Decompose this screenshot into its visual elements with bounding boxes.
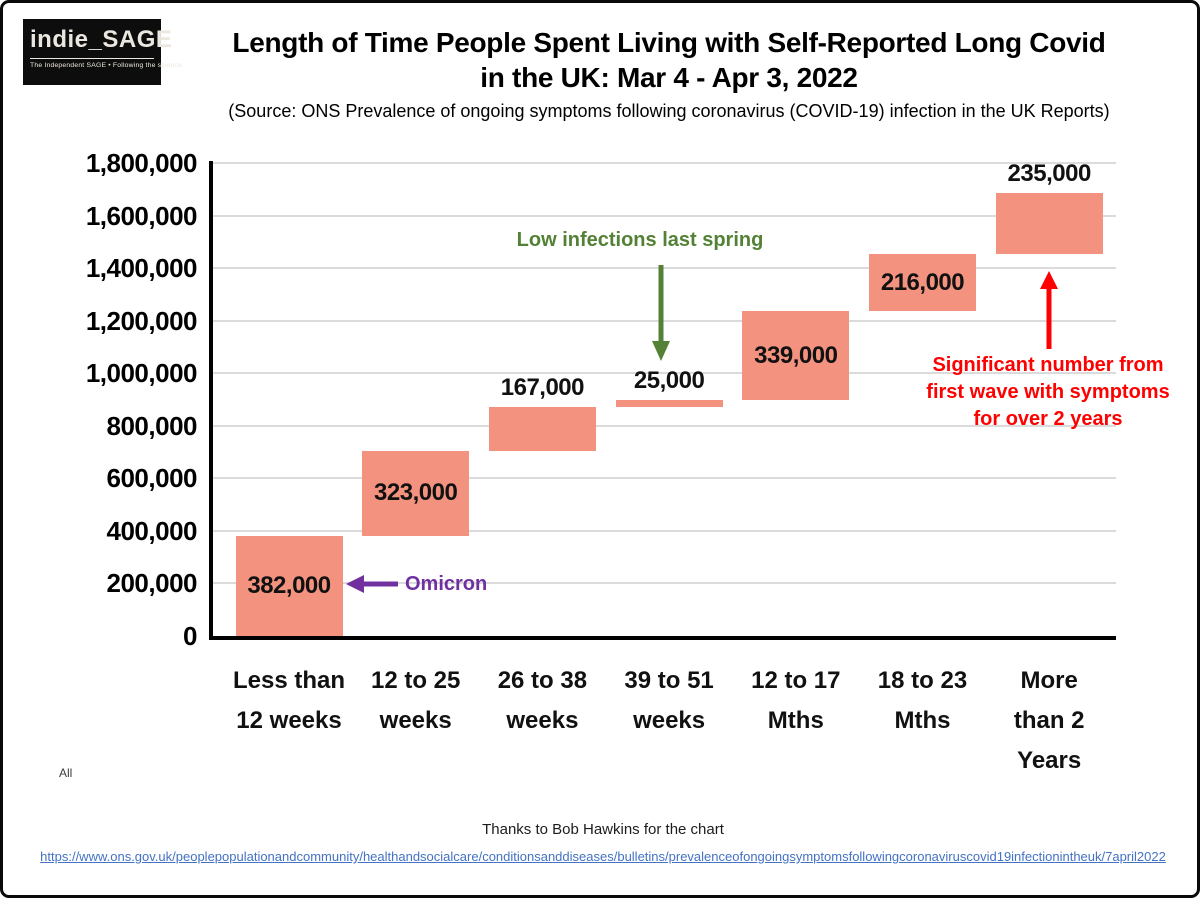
y-axis-tick-label: 1,800,000	[85, 148, 198, 178]
y-axis-tick-label: 1,400,000	[85, 253, 198, 284]
credit-text: Thanks to Bob Hawkins for the chart	[482, 821, 724, 838]
waterfall-bar	[995, 192, 1103, 255]
logo-tagline: The Independent SAGE • Following the sci…	[30, 58, 182, 69]
source-link[interactable]: https://www.ons.gov.uk/peoplepopulationa…	[40, 849, 1166, 864]
gridline	[213, 582, 1116, 585]
y-axis-tick-label: 400,000	[106, 515, 198, 546]
header: Length of Time People Spent Living with …	[153, 25, 1185, 123]
gridline	[213, 319, 1116, 322]
gridline	[213, 477, 1116, 480]
left-arrow-icon	[346, 575, 398, 593]
source-note: (Source: ONS Prevalence of ongoing sympt…	[228, 101, 1110, 121]
gridline	[213, 424, 1116, 427]
x-axis-category-label: 26 to 38 weeks	[497, 667, 588, 734]
indie-sage-logo: indie_SAGE The Independent SAGE • Follow…	[23, 19, 182, 85]
source-link-row: https://www.ons.gov.uk/peoplepopulationa…	[3, 849, 1200, 864]
bar-value-label: 339,000	[754, 341, 838, 369]
waterfall-bar	[742, 311, 850, 401]
x-axis-category-label: 18 to 23 Mths	[877, 667, 968, 734]
y-axis-tick-label: 1,600,000	[85, 200, 198, 231]
gridline	[213, 529, 1116, 532]
bar-value-label: 216,000	[880, 268, 965, 296]
y-axis-tick-label: 800,000	[106, 410, 198, 441]
annotation-omicron: Omicron	[405, 573, 488, 595]
down-arrow-icon	[652, 265, 670, 361]
gridline	[213, 162, 1116, 164]
waterfall-bar	[615, 400, 723, 407]
page-title-line1: Length of Time People Spent Living with …	[232, 27, 1106, 58]
gridline	[213, 267, 1116, 270]
bar-value-label: 167,000	[500, 373, 585, 401]
bar-value-label: 382,000	[247, 571, 331, 599]
x-axis-category-label: More than 2 Years	[1013, 667, 1085, 774]
waterfall-bar	[362, 450, 470, 536]
x-axis-category-label: 39 to 51 weeks	[624, 667, 714, 734]
series-label-all: All	[59, 766, 73, 780]
y-axis-tick-label: 0	[183, 621, 197, 651]
y-axis-line	[209, 161, 213, 640]
waterfall-bar	[869, 254, 976, 312]
page-title-line2: in the UK: Mar 4 - Apr 3, 2022	[480, 62, 858, 93]
waterfall-chart: 1,800,000 1,600,000 1,400,000 1,200,000 1,00…	[3, 3, 1200, 901]
waterfall-bar	[235, 535, 343, 636]
y-axis-tick-label: 600,000	[106, 463, 198, 494]
gridline	[213, 372, 1116, 375]
y-axis-tick-label: 1,200,000	[85, 305, 198, 336]
bar-value-label: 235,000	[1007, 159, 1092, 187]
up-arrow-icon	[1040, 271, 1058, 349]
y-axis-tick-label: 1,000,000	[85, 358, 198, 389]
x-axis-category-label: Less than 12 weeks	[232, 667, 346, 734]
y-axis-tick-label: 200,000	[106, 568, 198, 599]
x-axis-category-label: 12 to 17 Mths	[751, 667, 841, 734]
bar-value-label: 25,000	[633, 367, 705, 395]
annotation-first-wave: Significant number from first wave with …	[926, 354, 1170, 430]
logo-brand: indie_SAGE	[30, 26, 173, 53]
x-axis-category-label: 12 to 25 weeks	[370, 667, 461, 734]
bar-value-label: 323,000	[374, 479, 458, 507]
gridline	[213, 214, 1116, 217]
annotation-low-infections: Low infections last spring	[516, 229, 764, 251]
waterfall-bar	[488, 406, 596, 451]
x-axis-line	[209, 636, 1116, 640]
